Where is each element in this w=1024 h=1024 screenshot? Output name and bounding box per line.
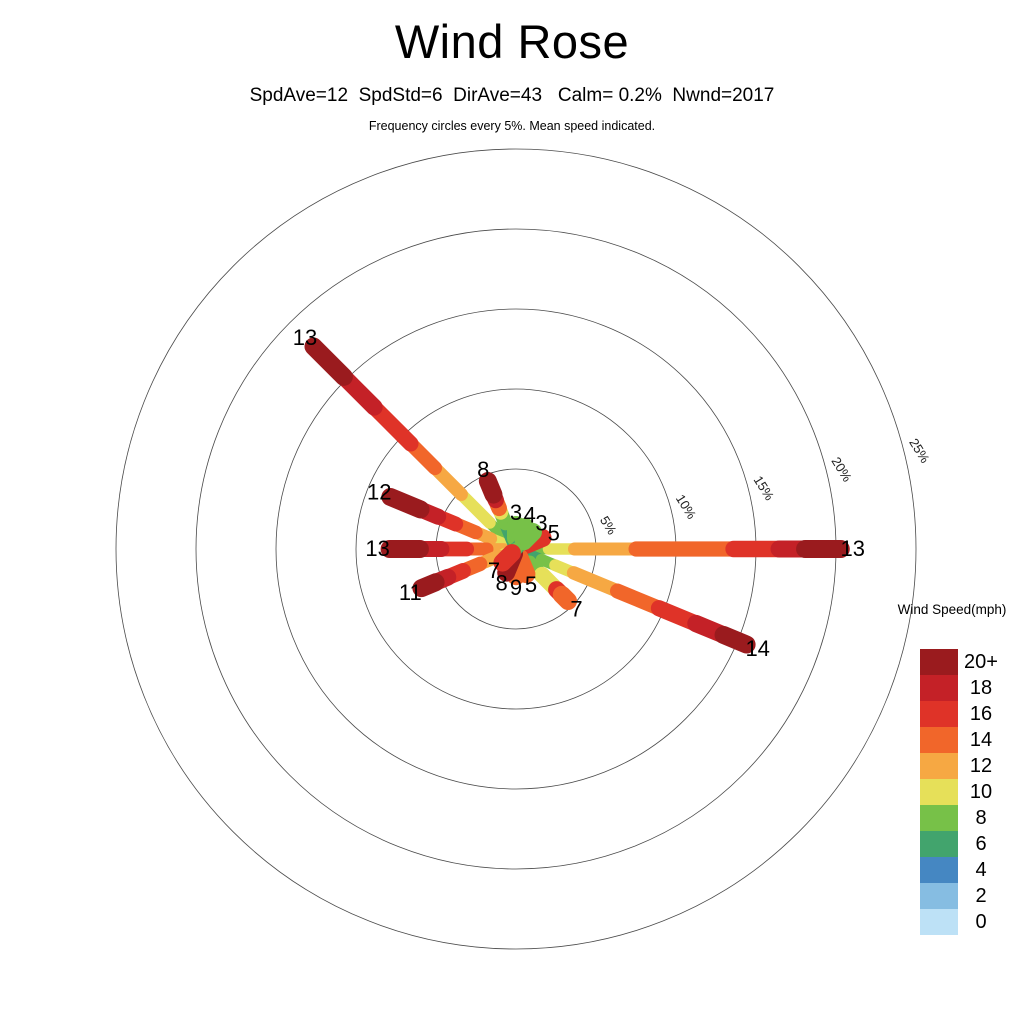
spoke-segment-NNW-20mph <box>478 472 503 504</box>
legend-value-label: 8 <box>975 807 987 829</box>
legend-value-label: 12 <box>969 755 993 777</box>
spoke-segment-NW-16mph <box>366 399 419 452</box>
legend-entry-20+: 20+ <box>920 649 1024 675</box>
legend-swatch-2 <box>920 883 958 909</box>
legend-value-label: 20+ <box>964 651 998 673</box>
spoke-segment-WNW-20mph <box>381 487 430 519</box>
legend-entry-18: 18 <box>920 675 1024 701</box>
chart-stats-subtitle: SpdAve=12 SpdStd=6 DirAve=43 Calm= 0.2% … <box>249 85 775 106</box>
mean-speed-label-ENE: 5 <box>548 520 560 545</box>
legend-swatch-12 <box>920 753 958 779</box>
frequency-ring-25 <box>115 148 917 950</box>
mean-speed-label-NNW: 8 <box>477 457 489 482</box>
ring-label-20: 20% <box>828 454 855 484</box>
mean-speed-label-SSW: 8 <box>495 571 507 596</box>
legend-value-label: 4 <box>975 859 987 881</box>
mean-speed-label-SW: 7 <box>488 558 500 583</box>
legend-title: Wind Speed(mph) <box>897 602 1007 617</box>
chart-title: Wind Rose <box>394 15 630 68</box>
legend-swatch-16 <box>920 701 958 727</box>
legend-panel: Wind Speed(mph) 20+ 18 16 14 12 10 8 6 4 2 0 <box>880 602 1024 935</box>
legend-entry-2: 2 <box>920 883 1024 909</box>
legend-entry-14: 14 <box>920 727 1024 753</box>
mean-speed-label-ESE: 14 <box>745 636 769 661</box>
spoke-segment-SW-16mph <box>493 544 521 572</box>
legend-entry-6: 6 <box>920 831 1024 857</box>
spoke-segment-NE-8mph <box>514 523 542 551</box>
legend-swatch-18 <box>920 675 958 701</box>
mean-speed-label-SSE: 5 <box>525 572 537 597</box>
legend-value-label: 6 <box>975 833 987 855</box>
legend-value-label: 18 <box>969 677 993 699</box>
mean-speed-label-NW: 13 <box>293 325 317 350</box>
spoke-segment-NW-20mph <box>304 337 353 386</box>
mean-speed-label-NNE: 4 <box>524 503 536 528</box>
spoke-segment-ESE-20mph <box>714 625 756 654</box>
legend-swatch-6 <box>920 831 958 857</box>
ring-label-25: 25% <box>906 436 933 466</box>
spoke-segment-NW-10mph <box>455 488 496 529</box>
legend-swatch-4 <box>920 857 958 883</box>
mean-speed-label-E: 13 <box>841 536 865 561</box>
legend-entry-8: 8 <box>920 805 1024 831</box>
chart-note: Frequency circles every 5%. Mean speed i… <box>368 119 656 133</box>
legend-value-label: 0 <box>975 911 987 933</box>
legend-swatch-14 <box>920 727 958 753</box>
mean-speed-label-SE: 7 <box>570 597 582 622</box>
legend-value-label: 14 <box>969 729 993 751</box>
legend-entry-16: 16 <box>920 701 1024 727</box>
ring-label-15: 15% <box>751 473 778 503</box>
ring-label-10: 10% <box>673 492 700 522</box>
mean-speed-label-N: 3 <box>510 500 522 525</box>
spoke-segment-SE-14mph <box>552 585 578 611</box>
mean-speed-label-W: 13 <box>365 536 389 561</box>
mean-speed-label-S: 9 <box>510 575 522 600</box>
legend-entry-0: 0 <box>920 909 1024 935</box>
legend-entries: 20+ 18 16 14 12 10 8 6 4 2 0 <box>920 649 1024 935</box>
spoke-segment-ESE-12mph <box>566 566 625 598</box>
mean-speed-label-WNW: 12 <box>367 479 391 504</box>
legend-swatch-0 <box>920 909 958 935</box>
legend-value-label: 2 <box>975 885 987 907</box>
legend-value-label: 16 <box>969 703 993 725</box>
spoke-segment-WSW-20mph <box>412 573 445 598</box>
ring-label-5: 5% <box>597 513 620 537</box>
legend-entry-12: 12 <box>920 753 1024 779</box>
mean-speed-label-NE: 3 <box>535 511 547 536</box>
legend-swatch-20+ <box>920 649 958 675</box>
legend-value-label: 10 <box>969 781 993 803</box>
legend-swatch-10 <box>920 779 958 805</box>
mean-speed-label-WSW: 11 <box>399 580 422 605</box>
legend-entry-10: 10 <box>920 779 1024 805</box>
legend-swatch-8 <box>920 805 958 831</box>
legend-entry-4: 4 <box>920 857 1024 883</box>
